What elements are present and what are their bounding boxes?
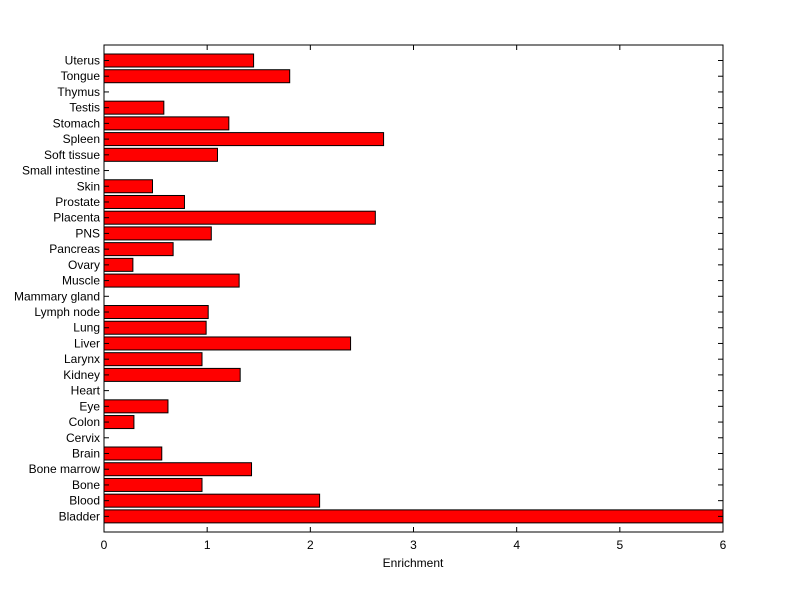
- bar-uterus: [103, 53, 255, 68]
- y-tick-label-uterus: Uterus: [65, 54, 100, 68]
- x-tick-label-3: 3: [410, 538, 417, 552]
- y-tick-label-cervix: Cervix: [66, 431, 100, 445]
- y-tick-label-eye: Eye: [79, 399, 100, 413]
- x-tick-label-0: 0: [101, 538, 108, 552]
- y-tick-label-bone-marrow: Bone marrow: [29, 462, 101, 476]
- bar-skin: [103, 179, 153, 194]
- y-tick-label-thymus: Thymus: [57, 85, 100, 99]
- y-tick-label-stomach: Stomach: [53, 116, 100, 130]
- bar-muscle: [103, 273, 240, 288]
- y-tick-label-testis: Testis: [69, 101, 100, 115]
- x-axis-label: Enrichment: [383, 556, 444, 570]
- y-tick-label-muscle: Muscle: [62, 274, 100, 288]
- bar-liver: [103, 336, 352, 351]
- bar-kidney: [103, 367, 241, 382]
- bar-spleen: [103, 132, 385, 147]
- y-tick-label-pns: PNS: [75, 226, 100, 240]
- y-tick-label-kidney: Kidney: [63, 368, 100, 382]
- bar-placenta: [103, 210, 376, 225]
- y-tick-label-bladder: Bladder: [59, 509, 100, 523]
- y-tick-label-spleen: Spleen: [63, 132, 100, 146]
- y-tick-label-tongue: Tongue: [61, 69, 101, 83]
- x-tick-label-6: 6: [720, 538, 727, 552]
- bar-pancreas: [103, 242, 174, 257]
- y-tick-label-colon: Colon: [69, 415, 100, 429]
- bar-larynx: [103, 352, 203, 367]
- x-tick-label-5: 5: [616, 538, 623, 552]
- bar-tongue: [103, 69, 291, 84]
- bar-bone: [103, 477, 203, 492]
- x-tick-label-4: 4: [513, 538, 520, 552]
- y-tick-label-bone: Bone: [72, 478, 100, 492]
- y-tick-label-small-intestine: Small intestine: [22, 164, 100, 178]
- bar-prostate: [103, 194, 185, 209]
- x-tick-labels: 0 1 2 3 4 5 6: [101, 45, 727, 552]
- y-tick-label-mammary-gland: Mammary gland: [14, 289, 100, 303]
- y-tick-label-ovary: Ovary: [68, 258, 100, 272]
- y-tick-label-larynx: Larynx: [64, 352, 100, 366]
- bar-stomach: [103, 116, 230, 131]
- y-tick-label-placenta: Placenta: [53, 211, 100, 225]
- y-tick-label-lung: Lung: [73, 321, 100, 335]
- x-tick-label-2: 2: [307, 538, 314, 552]
- x-tick-label-1: 1: [204, 538, 211, 552]
- y-tick-label-brain: Brain: [72, 447, 100, 461]
- bar-bladder: [103, 509, 724, 524]
- bar-lymph-node: [103, 305, 209, 320]
- y-tick-label-soft-tissue: Soft tissue: [44, 148, 100, 162]
- bar-lung: [103, 320, 207, 335]
- bar-soft-tissue: [103, 147, 218, 162]
- bar-pns: [103, 226, 212, 241]
- y-tick-label-prostate: Prostate: [55, 195, 100, 209]
- y-tick-label-lymph-node: Lymph node: [34, 305, 100, 319]
- y-tick-label-pancreas: Pancreas: [49, 242, 100, 256]
- y-tick-label-blood: Blood: [69, 494, 100, 508]
- bar-blood: [103, 493, 321, 508]
- plot-frame: [103, 44, 724, 533]
- y-tick-label-heart: Heart: [71, 384, 101, 398]
- bar-brain: [103, 446, 163, 461]
- bar-bone-marrow: [103, 462, 253, 477]
- y-tick-label-skin: Skin: [77, 179, 100, 193]
- bar-testis: [103, 100, 165, 115]
- y-tick-label-liver: Liver: [74, 336, 100, 350]
- bar-eye: [103, 399, 169, 414]
